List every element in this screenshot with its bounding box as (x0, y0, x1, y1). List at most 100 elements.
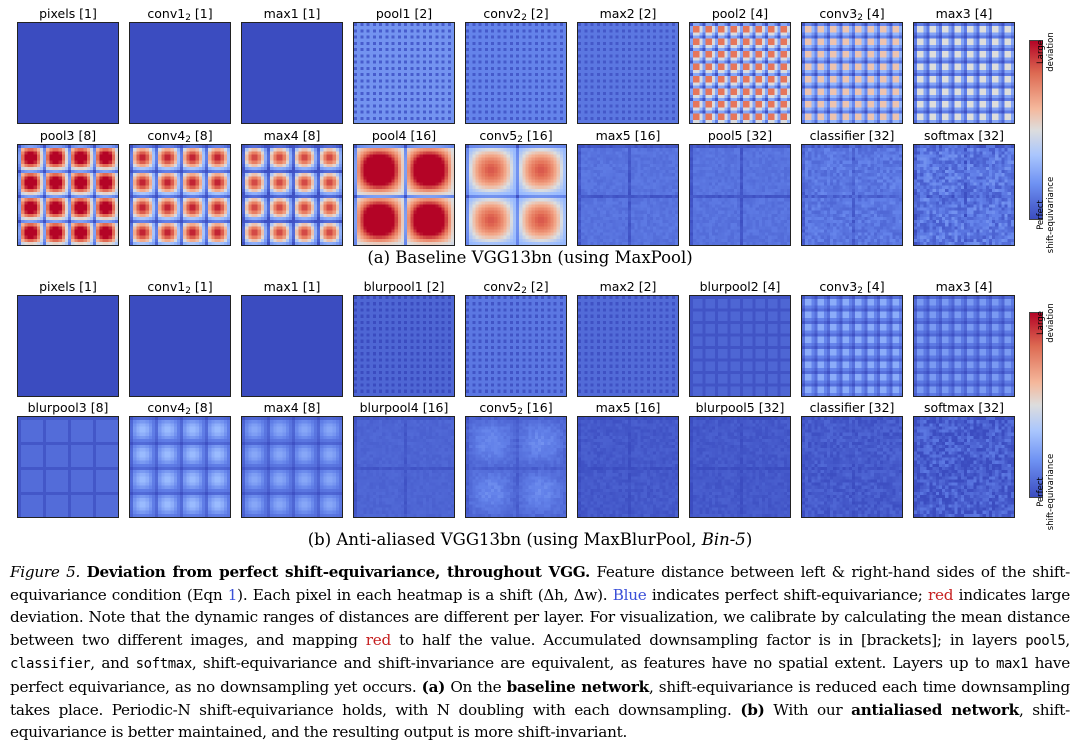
heatmap-tile: blurpool3 [8] (17, 400, 119, 518)
heatmap-tile: pool2 [4] (689, 6, 791, 124)
figure-caption: Figure 5. Deviation from perfect shift-e… (10, 563, 1071, 742)
colorbar-b-bottom-label: Perfect shift-equivariance (1036, 453, 1056, 531)
heatmap-canvas (801, 22, 903, 124)
heatmap-canvas (129, 416, 231, 518)
heatmap-canvas (801, 295, 903, 397)
layer-label: conv32 [4] (819, 6, 885, 23)
layer-label: blurpool1 [2] (363, 279, 445, 294)
heatmap-tile: max1 [1] (241, 6, 343, 124)
layer-label: max2 [2] (599, 279, 657, 294)
eqn-link[interactable]: 1 (227, 585, 238, 604)
layer-label: pool5 [32] (707, 128, 773, 143)
heatmap-canvas (17, 22, 119, 124)
heatmap-tile: max4 [8] (241, 128, 343, 246)
heatmap-canvas (465, 295, 567, 397)
heatmap-tile: softmax [32] (913, 400, 1015, 518)
heatmap-tile: softmax [32] (913, 128, 1015, 246)
heatmap-canvas (465, 416, 567, 518)
heatmap-canvas (241, 144, 343, 246)
heatmap-tile: blurpool1 [2] (353, 279, 455, 397)
heatmap-canvas (577, 22, 679, 124)
heatmap-canvas (913, 22, 1015, 124)
layer-label: max5 [16] (595, 128, 661, 143)
panel-a-baseline: pixels [1] conv12 [1] max1 [1] pool1 [2] con… (0, 0, 1080, 272)
red-word-2: red (365, 630, 392, 649)
layer-label: blurpool3 [8] (27, 400, 109, 415)
heatmap-tile: pool4 [16] (353, 128, 455, 246)
heatmap-canvas (17, 295, 119, 397)
heatmap-canvas (241, 295, 343, 397)
layer-label: conv12 [1] (147, 6, 213, 23)
heatmap-tile: pixels [1] (17, 279, 119, 397)
layer-label: classifier [32] (809, 400, 895, 415)
colorbar-b-top-label: Large deviation (1036, 303, 1056, 343)
colorbar-b (1029, 312, 1043, 498)
panel-a-caption: (a) Baseline VGG13bn (using MaxPool) (367, 248, 693, 267)
heatmap-tile: blurpool2 [4] (689, 279, 791, 397)
heatmap-canvas (801, 144, 903, 246)
layer-label: max2 [2] (599, 6, 657, 21)
layer-label: pool2 [4] (711, 6, 769, 21)
layer-label: blurpool5 [32] (695, 400, 785, 415)
heatmap-tile: max5 [16] (577, 128, 679, 246)
layer-label: max1 [1] (263, 279, 321, 294)
heatmap-canvas (913, 416, 1015, 518)
layer-label: conv22 [2] (483, 6, 549, 23)
heatmap-tile: max2 [2] (577, 6, 679, 124)
colorbar-a (1029, 40, 1043, 220)
layer-label: softmax [32] (923, 400, 1005, 415)
layer-label: max4 [8] (263, 128, 321, 143)
layer-label: softmax [32] (923, 128, 1005, 143)
heatmap-tile: blurpool5 [32] (689, 400, 791, 518)
colorbar-a-bottom-label: Perfect shift-equivariance (1036, 176, 1056, 254)
layer-label: pool4 [16] (371, 128, 437, 143)
heatmap-canvas (577, 144, 679, 246)
layer-label: max3 [4] (935, 6, 993, 21)
layer-label: conv12 [1] (147, 279, 213, 296)
heatmap-canvas (689, 295, 791, 397)
panel-b-antialiased: pixels [1] conv12 [1] max1 [1] blurpool1 [2… (0, 277, 1080, 559)
heatmap-canvas (241, 416, 343, 518)
layer-label: max4 [8] (263, 400, 321, 415)
heatmap-tile: conv32 [4] (801, 6, 903, 124)
heatmap-canvas (577, 295, 679, 397)
layer-label: blurpool4 [16] (359, 400, 449, 415)
layer-label: conv32 [4] (819, 279, 885, 296)
heatmap-tile: conv32 [4] (801, 279, 903, 397)
blue-word: Blue (612, 585, 647, 604)
heatmap-canvas (129, 22, 231, 124)
heatmap-canvas (129, 295, 231, 397)
heatmap-tile: pool3 [8] (17, 128, 119, 246)
heatmap-canvas (353, 295, 455, 397)
heatmap-tile: classifier [32] (801, 128, 903, 246)
layer-label: pool3 [8] (39, 128, 97, 143)
heatmap-canvas (17, 144, 119, 246)
heatmap-canvas (129, 144, 231, 246)
heatmap-tile: pool5 [32] (689, 128, 791, 246)
layer-label: conv22 [2] (483, 279, 549, 296)
layer-label: classifier [32] (809, 128, 895, 143)
layer-label: pixels [1] (39, 279, 97, 294)
heatmap-tile: max3 [4] (913, 6, 1015, 124)
heatmap-tile: conv42 [8] (129, 128, 231, 246)
figure-label: Figure 5. (10, 563, 81, 581)
heatmap-tile: conv42 [8] (129, 400, 231, 518)
heatmap-canvas (913, 144, 1015, 246)
heatmap-canvas (17, 416, 119, 518)
layer-label: max5 [16] (595, 400, 661, 415)
heatmap-canvas (353, 144, 455, 246)
layer-label: conv42 [8] (147, 128, 213, 145)
heatmap-canvas (689, 416, 791, 518)
panel-b-caption: (b) Anti-aliased VGG13bn (using MaxBlurP… (307, 530, 753, 549)
heatmap-canvas (465, 22, 567, 124)
layer-label: conv52 [16] (479, 400, 553, 417)
heatmap-canvas (801, 416, 903, 518)
heatmap-tile: max2 [2] (577, 279, 679, 397)
heatmap-tile: conv12 [1] (129, 279, 231, 397)
heatmap-canvas (465, 144, 567, 246)
heatmap-tile: classifier [32] (801, 400, 903, 518)
heatmap-canvas (689, 22, 791, 124)
layer-label: max3 [4] (935, 279, 993, 294)
colorbar-a-top-label: Large deviation (1036, 32, 1056, 72)
heatmap-canvas (241, 22, 343, 124)
